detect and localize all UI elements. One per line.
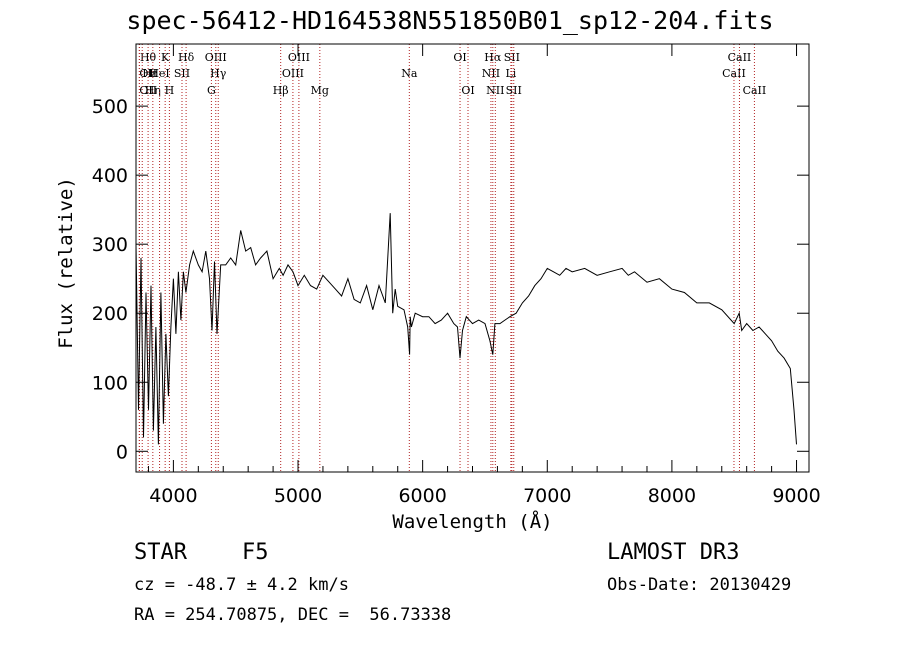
- spectral-line-label-25: CaII: [743, 84, 767, 97]
- spectral-line-label-9: Hγ: [210, 67, 227, 80]
- x-tick-label-3: 7000: [523, 485, 571, 507]
- x-tick-label-2: 6000: [398, 485, 446, 507]
- spectral-line-label-5: SII: [174, 67, 190, 80]
- y-tick-label-5: 500: [92, 96, 128, 118]
- spectral-line-label-15: OI: [453, 51, 466, 64]
- spectral-line-label-20: SII: [504, 51, 520, 64]
- x-axis-label: Wavelength (Å): [392, 510, 552, 533]
- spectral-line-label-13: Mg: [311, 84, 329, 97]
- x-tick-label-0: 4000: [149, 485, 197, 507]
- x-tick-label-5: 9000: [772, 485, 820, 507]
- spectral-line-label-1: Hη: [145, 84, 161, 97]
- spectrum-series-line: [135, 213, 797, 445]
- spectral-line-edge-label-0: OII: [139, 67, 157, 80]
- spectral-line-label-2: HeI: [149, 67, 169, 80]
- radec-label: RA = 254.70875, DEC = 56.73338: [134, 605, 452, 625]
- spectral-line-label-7: G: [207, 84, 216, 97]
- redshift-label: cz = -48.7 ± 4.2 km/s: [134, 575, 349, 595]
- class-label: STAR: [134, 540, 187, 565]
- y-tick-label-3: 300: [92, 234, 128, 256]
- axis-ticks-layer: 4000 5000 6000 7000 8000 9000 0 100 200 300 400 500: [92, 44, 821, 507]
- y-tick-label-4: 400: [92, 165, 128, 187]
- obs-date-label: Obs-Date: 20130429: [607, 575, 792, 595]
- y-axis-label: Flux (relative): [55, 177, 77, 349]
- spectral-line-label-18: Hα: [484, 51, 502, 64]
- y-tick-label-1: 100: [92, 372, 128, 394]
- survey-label: LAMOST DR3: [607, 540, 740, 565]
- spectral-line-label-6: Hδ: [178, 51, 195, 64]
- spectral-line-label-23: CaII: [722, 67, 746, 80]
- spectral-line-label-3: K: [161, 51, 170, 64]
- spectral-line-label-4: H: [165, 84, 175, 97]
- spectral-line-label-11: OIII: [282, 67, 304, 80]
- x-tick-label-1: 5000: [274, 485, 322, 507]
- spectral-line-label-22: SII: [506, 84, 522, 97]
- y-tick-label-0: 0: [116, 441, 128, 463]
- spectral-line-label-10: Hβ: [273, 84, 289, 97]
- spectral-line-label-12: OIII: [288, 51, 310, 64]
- spectral-line-label-19: NII: [486, 84, 504, 97]
- spectral-line-label-24: CaII: [728, 51, 752, 64]
- spectral-line-label-0: Hθ: [140, 51, 157, 64]
- y-tick-label-2: 200: [92, 303, 128, 325]
- spectral-line-label-8: OIII: [205, 51, 227, 64]
- emission-lines-layer: Hθ Hη HeI K H SII Hδ G OIII Hγ Hβ OIII OIII Mg Na OI OI N…: [138, 44, 767, 472]
- spectral-line-edge-label-2: Hε: [142, 67, 158, 80]
- subclass-label: F5: [242, 540, 269, 565]
- spectral-line-label-17: NII: [482, 67, 500, 80]
- spectral-line-label-16: OI: [461, 84, 474, 97]
- x-tick-label-4: 8000: [648, 485, 696, 507]
- spectral-line-label-14: Na: [401, 67, 418, 80]
- spectral-line-edge-label-1: OII: [139, 84, 157, 97]
- spectral-line-label-21: Li: [505, 67, 516, 80]
- chart-title: spec-56412-HD164538N551850B01_sp12-204.f…: [126, 6, 774, 35]
